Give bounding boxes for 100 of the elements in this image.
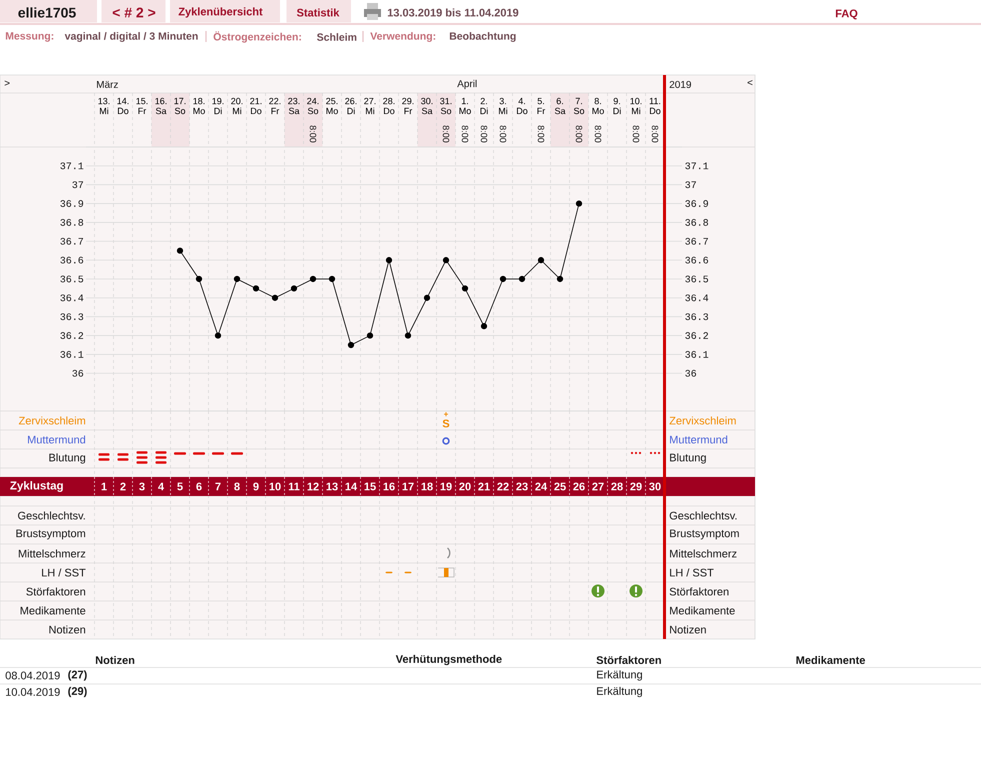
y2-tick-label: 36.9 xyxy=(685,200,708,207)
text: LH / SST xyxy=(670,568,714,577)
y-tick-label: 37.1 xyxy=(60,162,84,170)
text: Medikamente xyxy=(20,606,86,615)
x2-tick-label: 23 xyxy=(516,482,528,490)
x2-tick-label: 26 xyxy=(573,482,585,490)
text: Störfaktoren xyxy=(670,587,728,596)
point xyxy=(424,294,430,301)
text: FAQ xyxy=(836,10,858,20)
x2-tick-label: 21 xyxy=(478,482,490,490)
x-tick-label: 1. Mo xyxy=(459,98,471,114)
text: 8:00 xyxy=(594,126,602,142)
y-tick-label: 36.8 xyxy=(60,219,84,226)
x2-tick-label: 10 xyxy=(270,482,281,490)
x-tick-label: 21. Do xyxy=(250,98,262,114)
x2-axis-title: Zyklustag xyxy=(10,481,63,492)
x-tick-label: 3. Mi xyxy=(498,98,508,114)
text: Notizen xyxy=(49,625,86,634)
text: Blutung xyxy=(670,453,706,464)
x2-tick-label: 3 xyxy=(139,482,145,490)
x-tick-label: 26. Di xyxy=(345,98,356,114)
y-tick-label: 36.7 xyxy=(60,238,84,245)
x-tick-label: 5. Fr xyxy=(537,98,546,114)
x-tick-label: 31. So xyxy=(440,98,452,114)
point xyxy=(538,257,544,264)
text: Geschlechtsv. xyxy=(18,511,85,520)
y2-tick-label: 37.1 xyxy=(685,162,708,170)
x-tick-label: 2. Di xyxy=(480,98,488,114)
y-tick-label: 36 xyxy=(72,370,84,377)
text: 8:00 xyxy=(442,126,450,142)
y-tick-label: 37 xyxy=(72,181,84,188)
point xyxy=(500,276,506,282)
point xyxy=(442,257,450,264)
text: Beobachtung xyxy=(450,32,516,42)
point xyxy=(328,276,336,282)
x-tick-label: 8. Mo xyxy=(592,98,604,114)
point xyxy=(290,285,298,292)
x2-tick-label: 7 xyxy=(215,482,221,490)
x-tick-label: 14. Do xyxy=(117,98,128,114)
x-tick-label: 7. So xyxy=(574,98,584,114)
x-tick-label: 23. Sa xyxy=(288,98,300,114)
text: Zyklenübersicht xyxy=(178,7,263,18)
text: Messung: xyxy=(6,32,54,42)
text: (29) xyxy=(68,686,87,698)
x2-tick-label: 8 xyxy=(234,482,240,490)
text: S xyxy=(442,420,450,428)
x-tick-label: 20. Mi xyxy=(231,98,242,114)
text: (27) xyxy=(68,670,87,681)
text: 8:00 xyxy=(632,126,640,142)
x2-tick-label: 16 xyxy=(384,482,395,490)
text: Statistik xyxy=(296,8,340,17)
x-tick-label: 15. Fr xyxy=(136,98,148,114)
x2-tick-label: 24 xyxy=(535,482,548,490)
point xyxy=(176,248,184,254)
text: 8:00 xyxy=(652,126,658,142)
text: Erkältung xyxy=(597,670,642,681)
y-tick-label: 36.5 xyxy=(60,276,84,282)
x2-tick-label: 5 xyxy=(177,482,183,490)
text: 8:00 xyxy=(538,126,544,142)
text: 08.04.2019 xyxy=(6,672,60,680)
y2-tick-label: 36.1 xyxy=(685,351,708,358)
point xyxy=(252,285,260,292)
x-tick-label: 27. Mi xyxy=(364,98,376,114)
x2-tick-label: 11 xyxy=(288,482,300,490)
text: Mittelschmerz xyxy=(670,549,736,558)
text: Muttermund xyxy=(28,435,86,444)
y-tick-label: 36.4 xyxy=(60,294,84,302)
x2-tick-label: 25 xyxy=(554,482,566,490)
text: 10.04.2019 xyxy=(6,688,60,696)
x2-tick-label: 12 xyxy=(308,482,319,490)
x-tick-label: 16. Sa xyxy=(155,98,166,114)
text: + xyxy=(444,412,448,416)
x2-tick-label: 15 xyxy=(364,482,376,490)
text: > xyxy=(4,80,10,86)
y-tick-label: 36.9 xyxy=(60,200,84,207)
x-tick-label: 28. Do xyxy=(383,98,394,114)
point xyxy=(234,276,240,282)
x-tick-label: 13. Mi xyxy=(98,98,110,114)
point xyxy=(462,285,468,292)
x2-tick-label: 22 xyxy=(497,482,509,490)
text: Notizen xyxy=(96,656,134,664)
y2-tick-label: 36.5 xyxy=(685,276,708,282)
text: Erkältung xyxy=(597,686,642,698)
point xyxy=(556,276,564,282)
text: Östrogenzeichen: xyxy=(214,31,301,43)
y2-tick-label: 36.8 xyxy=(685,219,708,226)
x-tick-label: 17. So xyxy=(174,98,186,114)
text: LH / SST xyxy=(42,568,86,577)
text: Mittelschmerz xyxy=(18,549,86,558)
x2-tick-label: 17 xyxy=(402,482,414,490)
y2-tick-label: 36.4 xyxy=(685,294,708,302)
text: 2019 xyxy=(670,80,691,88)
x-tick-label: 29. Fr xyxy=(402,98,414,114)
x-tick-label: 30. Sa xyxy=(421,98,432,114)
x2-tick-label: 30 xyxy=(649,482,661,490)
x2-tick-label: 6 xyxy=(196,482,202,490)
y2-tick-label: 36.2 xyxy=(685,332,708,339)
text: Störfaktoren xyxy=(596,656,661,664)
text: 13.03.2019 bis 11.04.2019 xyxy=(388,8,518,17)
x2-tick-label: 27 xyxy=(592,482,604,490)
